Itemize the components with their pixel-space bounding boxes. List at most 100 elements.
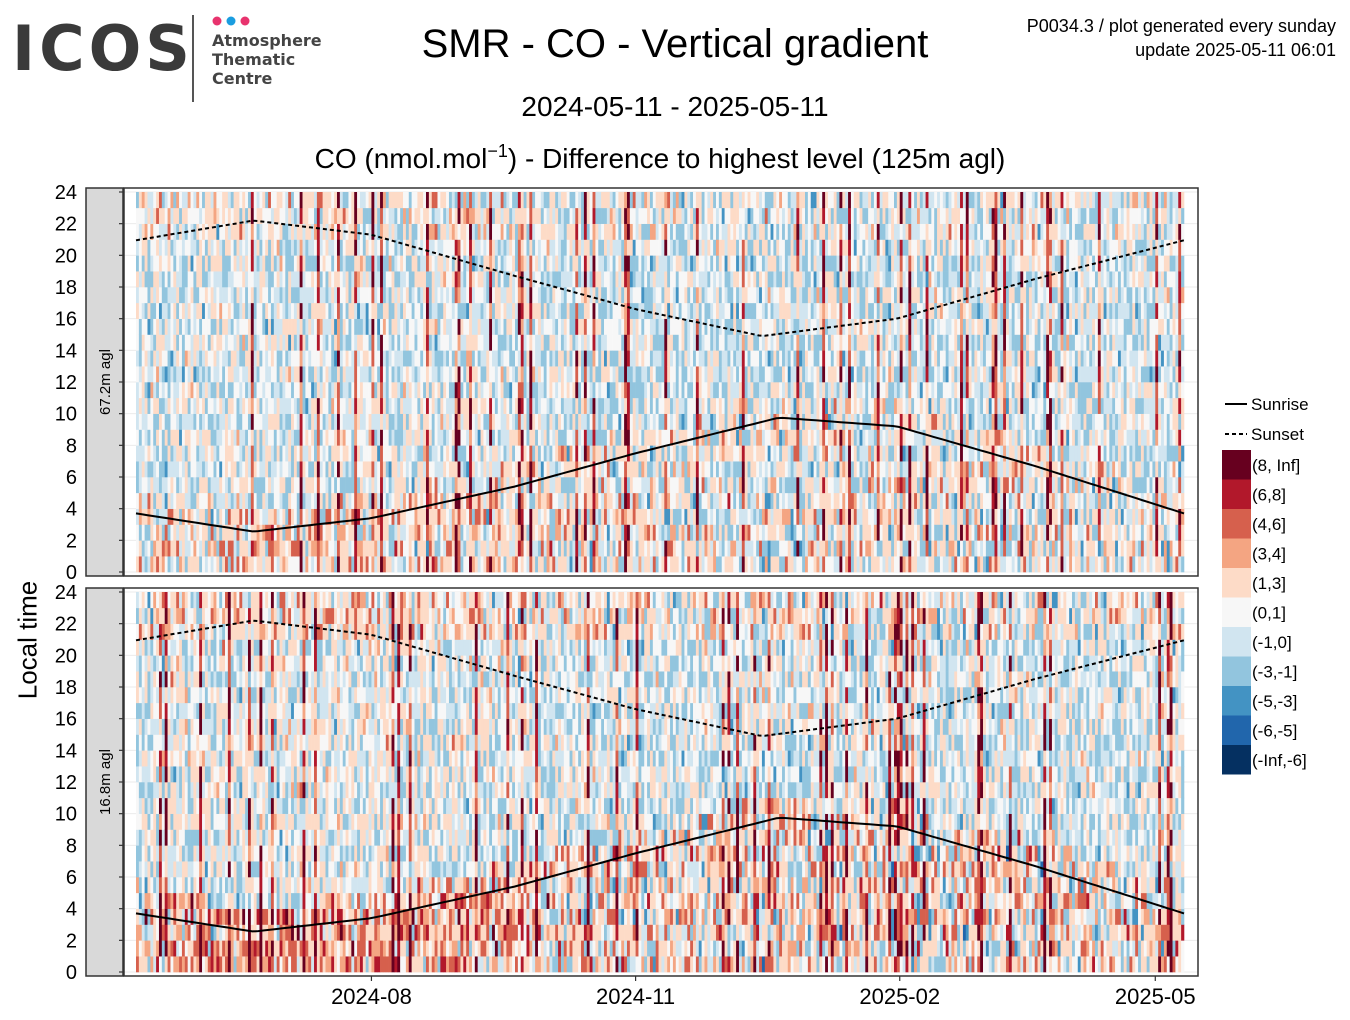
heatmap-cell (678, 461, 682, 478)
heatmap-cell (322, 397, 326, 414)
heatmap-cell (207, 477, 211, 494)
heatmap-cell (549, 255, 553, 272)
heatmap-cell (509, 366, 513, 383)
heatmap-cell (259, 492, 263, 509)
heatmap-cell (431, 382, 435, 399)
heatmap-cell (357, 556, 361, 573)
heatmap-cell (569, 540, 573, 557)
heatmap-cell (314, 540, 318, 557)
heatmap-cell (517, 382, 522, 399)
heatmap-cell (664, 287, 668, 304)
heatmap-cell (560, 239, 565, 256)
heatmap-cell (291, 318, 295, 335)
heatmap-cell (170, 429, 174, 446)
heatmap-cell (483, 524, 487, 541)
heatmap-cell (348, 318, 352, 335)
heatmap-cell (293, 271, 298, 288)
heatmap-cell (391, 492, 395, 509)
heatmap-cell (339, 413, 344, 430)
heatmap-cell (678, 382, 682, 399)
heatmap-cell (311, 508, 315, 525)
heatmap-cell (632, 524, 636, 541)
heatmap-cell (291, 223, 295, 240)
heatmap-cell (601, 302, 605, 319)
heatmap-cell (664, 239, 668, 256)
heatmap-cell (460, 397, 464, 414)
heatmap-cell (161, 397, 166, 414)
heatmap-cell (334, 556, 338, 573)
heatmap-cell (431, 318, 435, 335)
heatmap-cell (672, 207, 677, 224)
heatmap-cell (644, 318, 648, 335)
heatmap-cell (661, 477, 665, 494)
heatmap-cell (618, 429, 622, 446)
heatmap-cell (724, 239, 728, 256)
heatmap-cell (204, 287, 209, 304)
heatmap-cell (334, 397, 338, 414)
heatmap-cell (276, 302, 280, 319)
heatmap-cell (477, 223, 481, 240)
heatmap-cell (262, 239, 266, 256)
heatmap-cell (293, 302, 298, 319)
heatmap-cell (250, 477, 255, 494)
heatmap-cell (471, 492, 476, 509)
heatmap-cell (222, 397, 226, 414)
heatmap-cell (400, 477, 404, 494)
heatmap-cell (357, 477, 361, 494)
heatmap-cell (672, 524, 677, 541)
heatmap-cell (382, 397, 387, 414)
heatmap-cell (690, 223, 694, 240)
heatmap-cell (601, 223, 605, 240)
heatmap-cell (400, 492, 404, 509)
heatmap-cell (176, 492, 180, 509)
heatmap-cell (394, 413, 398, 430)
heatmap-cell (555, 492, 559, 509)
heatmap-cell (357, 461, 361, 478)
heatmap-cell (225, 239, 229, 256)
heatmap-cell (635, 382, 639, 399)
heatmap-cell (405, 382, 410, 399)
heatmap-cell (713, 366, 717, 383)
heatmap-cell (187, 350, 191, 367)
heatmap-cell (451, 477, 456, 494)
heatmap-cell (592, 397, 596, 414)
heatmap-cell (179, 207, 183, 224)
heatmap-cell (187, 271, 191, 288)
heatmap-cell (268, 445, 272, 462)
heatmap-cell (460, 239, 464, 256)
heatmap-cell (359, 492, 364, 509)
heatmap-cell (164, 429, 168, 446)
heatmap-cell (437, 239, 441, 256)
heatmap-cell (425, 287, 430, 304)
heatmap-cell (279, 271, 283, 288)
heatmap-cell (698, 382, 702, 399)
heatmap-cell (423, 397, 427, 414)
heatmap-cell (296, 382, 300, 399)
heatmap-cell (532, 366, 536, 383)
heatmap-cell (629, 461, 634, 478)
heatmap-cell (394, 192, 398, 209)
heatmap-cell (672, 255, 677, 272)
heatmap-cell (566, 524, 570, 541)
heatmap-cell (540, 318, 545, 335)
heatmap-cell (136, 366, 140, 383)
heatmap-cell (606, 461, 611, 478)
heatmap-cell (710, 318, 714, 335)
heatmap-cell (411, 192, 415, 209)
heatmap-cell (546, 302, 550, 319)
heatmap-cell (385, 492, 389, 509)
heatmap-cell (492, 271, 496, 288)
heatmap-cell (675, 540, 679, 557)
heatmap-cell (474, 508, 478, 525)
heatmap-cell (193, 223, 197, 240)
heatmap-cell (512, 334, 516, 351)
heatmap-cell (348, 397, 352, 414)
heatmap-cell (279, 461, 283, 478)
heatmap-cell (715, 556, 720, 573)
heatmap-cell (164, 382, 168, 399)
heatmap-cell (391, 271, 395, 288)
heatmap-cell (161, 524, 166, 541)
heatmap-cell (319, 192, 323, 209)
heatmap-cell (457, 239, 461, 256)
heatmap-cell (526, 445, 530, 462)
